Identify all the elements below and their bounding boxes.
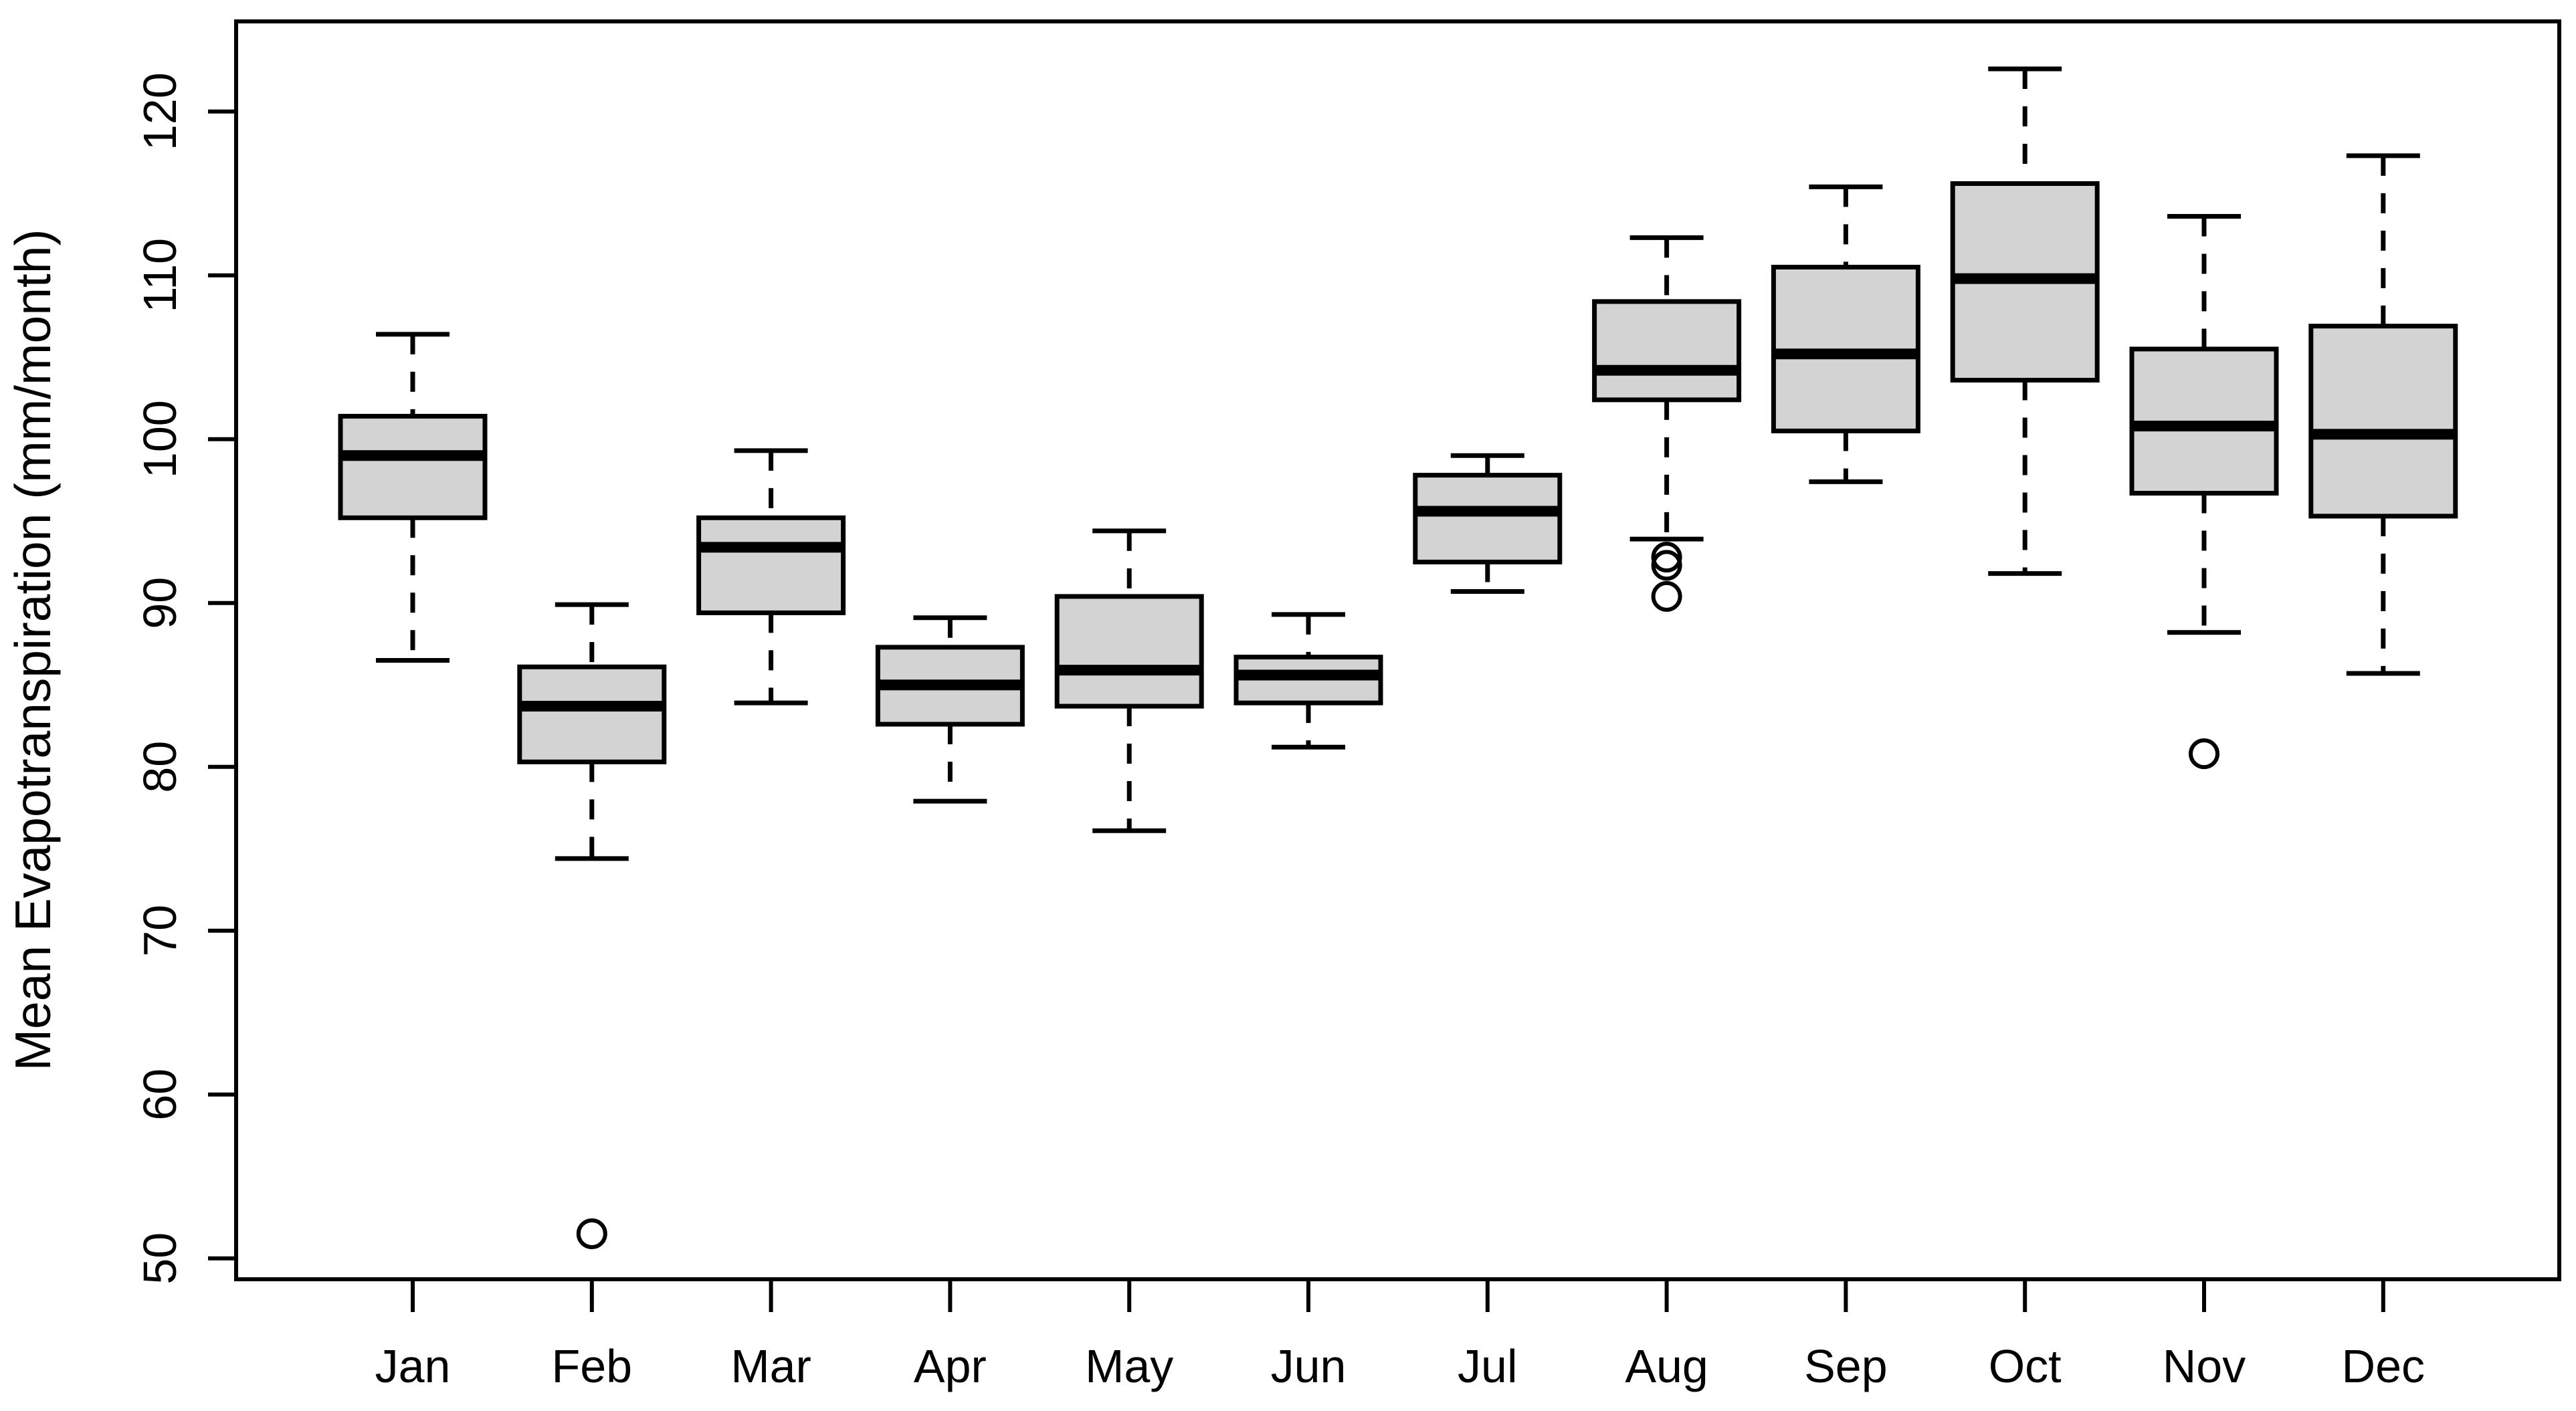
x-tick-label: Jan [375,1340,451,1392]
outlier-point [576,1218,607,1249]
outlier-point [2189,738,2219,770]
x-tick-label: Apr [914,1340,987,1392]
boxplot-dec [2308,153,2458,676]
y-axis-title: Mean Evapotranspiration (mm/month) [5,229,61,1071]
iqr-box [2308,324,2458,519]
x-tick-label: Jun [1271,1340,1347,1392]
y-tick-label: 50 [134,1232,186,1285]
plot-border [234,19,2561,1281]
iqr-box [696,515,846,615]
boxplot-mar [696,448,846,706]
boxplot-nov [2129,214,2279,770]
y-tick-label: 60 [134,1069,186,1121]
boxplot-oct [1950,66,2100,576]
iqr-box [1592,299,1742,403]
boxplot-apr [875,615,1025,804]
iqr-box [1413,473,1563,564]
y-tick-label: 80 [134,741,186,793]
y-axis: 50 60 70 80 90 100 110 120 [134,72,236,1285]
y-tick-label: 100 [134,400,186,478]
boxplot-may [1054,528,1204,833]
x-tick-label: Sep [1804,1340,1888,1392]
y-tick-label: 120 [134,72,186,150]
boxplot-feb [517,602,667,1249]
iqr-box [517,664,667,764]
iqr-box [338,413,488,520]
boxplot-jan [338,332,488,663]
y-tick-label: 70 [134,905,186,957]
x-tick-label: Feb [551,1340,632,1392]
boxplot-jun [1233,612,1383,750]
outlier-point [1651,542,1682,573]
boxplot-aug [1592,235,1742,612]
boxplot-jul [1413,453,1563,594]
boxplot-sep [1771,184,1920,484]
iqr-box [1054,594,1204,709]
x-tick-label: Jul [1458,1340,1517,1392]
x-axis: Jan Feb Mar Apr May Jun Jul Aug Sep Oct Nov Dec [375,1279,2425,1392]
x-tick-label: Oct [1989,1340,2062,1392]
outlier-point [1651,550,1682,581]
y-tick-label: 90 [134,577,186,629]
plot-area [338,66,2458,1249]
x-tick-label: May [1085,1340,1173,1392]
x-tick-label: Mar [730,1340,811,1392]
y-tick-label: 110 [134,238,186,313]
outlier-point [1651,580,1682,612]
x-tick-label: Nov [2163,1340,2246,1392]
x-tick-label: Aug [1625,1340,1708,1392]
x-tick-label: Dec [2342,1340,2425,1392]
